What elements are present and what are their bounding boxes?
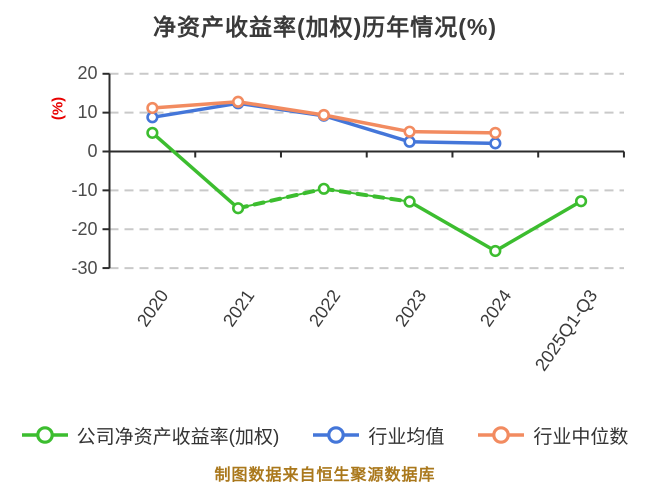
data-point-marker [403, 135, 416, 148]
series-segment [493, 199, 583, 253]
data-point-marker [317, 182, 330, 195]
series-segment [236, 100, 326, 117]
legend-item: 公司净资产收益率(加权) [21, 422, 280, 449]
y-tick-label: -30 [71, 257, 98, 278]
legend-item: 行业中位数 [478, 422, 628, 449]
y-tick-label: -10 [71, 179, 98, 200]
series-segment [150, 131, 240, 210]
series-segment-dashed [236, 186, 326, 211]
series-segment [407, 199, 498, 253]
legend: 公司净资产收益率(加权) 行业均值 行业中位数 [0, 419, 650, 451]
source-caption: 制图数据来自恒生聚源数据库 [214, 467, 436, 484]
data-point-marker [489, 244, 502, 258]
chart-title: 净资产收益率(加权)历年情况(%) [152, 14, 498, 40]
y-tick-label: 20 [77, 63, 98, 84]
y-tick-label: -20 [71, 218, 98, 239]
series-segment-dashed [321, 186, 412, 204]
legend-item-label: 行业中位数 [533, 426, 629, 448]
legend-marker-icon [478, 426, 525, 444]
data-point-marker [489, 137, 502, 150]
data-point-marker [403, 195, 416, 208]
data-point-marker [146, 126, 159, 139]
series-segment [150, 101, 240, 120]
y-tick-label: 10 [77, 102, 98, 123]
data-point-marker [489, 126, 502, 139]
legend-item-label: 公司净资产收益率(加权) [76, 426, 280, 448]
data-point-marker [232, 95, 245, 108]
series-segment [322, 113, 412, 144]
legend-item: 行业均值 [313, 422, 444, 449]
data-point-marker [574, 195, 588, 208]
data-point-marker [317, 108, 330, 122]
legend-marker-icon [21, 426, 68, 444]
series-segment [407, 140, 498, 146]
series-segment [322, 113, 412, 134]
legend-marker-icon [313, 426, 360, 444]
data-point-marker [146, 101, 159, 115]
y-tick-label: 0 [87, 141, 98, 161]
series-segment [407, 129, 498, 135]
series-segment [150, 100, 240, 110]
data-point-marker [232, 202, 245, 215]
data-point-marker [403, 125, 416, 138]
legend-item-label: 行业均值 [368, 426, 445, 448]
